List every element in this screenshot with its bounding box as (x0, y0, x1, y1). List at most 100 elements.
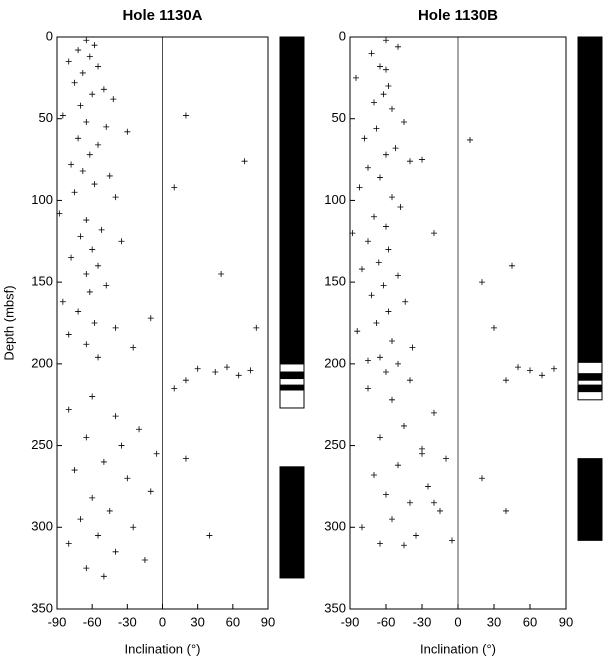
data-point (383, 151, 389, 158)
data-point (130, 524, 137, 531)
x-tick-label: -30 (413, 614, 432, 629)
data-point (86, 288, 93, 295)
data-point (83, 341, 90, 348)
data-point (353, 74, 359, 81)
data-point (515, 364, 521, 371)
data-point (103, 123, 110, 130)
x-tick-label: -30 (118, 614, 137, 629)
y-tick-label: 50 (332, 110, 346, 125)
data-point (409, 344, 416, 351)
data-point (182, 112, 189, 119)
x-tick-label: 90 (261, 614, 275, 629)
data-point (365, 385, 371, 392)
data-point (368, 50, 375, 57)
data-point (223, 364, 230, 371)
y-tick-label: 100 (324, 192, 346, 207)
data-point (75, 135, 82, 142)
x-axis-label: Inclination (°) (124, 641, 200, 656)
data-point (503, 377, 509, 384)
data-point (112, 413, 119, 420)
data-point (365, 357, 371, 364)
data-point (375, 259, 382, 266)
data-point (95, 63, 102, 70)
data-point (83, 270, 90, 277)
y-tick-label: 300 (324, 519, 346, 534)
polarity-normal (577, 458, 603, 541)
data-point (371, 471, 377, 478)
data-point (124, 128, 131, 135)
data-point (395, 43, 401, 50)
data-point (89, 393, 96, 400)
polarity-normal (279, 371, 305, 380)
data-point (100, 86, 107, 93)
data-point (56, 210, 63, 217)
data-point (95, 262, 102, 269)
data-point (86, 53, 93, 60)
panel-title: Hole 1130B (418, 7, 498, 24)
data-point (385, 308, 392, 315)
data-point (147, 488, 154, 495)
data-point (83, 434, 90, 441)
data-point (383, 37, 389, 44)
polarity-normal (577, 36, 603, 363)
polarity-reversed (577, 361, 603, 401)
data-point (377, 63, 383, 70)
data-point (65, 58, 72, 65)
data-point (551, 365, 557, 372)
data-point (79, 69, 86, 76)
data-point (147, 315, 154, 322)
x-tick-label: 60 (226, 614, 240, 629)
data-point (385, 83, 392, 90)
data-point (100, 573, 107, 580)
data-point (349, 230, 356, 237)
data-point (431, 230, 437, 237)
data-point (431, 409, 437, 416)
data-point (89, 494, 96, 501)
data-point (71, 79, 78, 86)
data-point (407, 499, 413, 506)
y-tick-label: 350 (324, 600, 346, 615)
data-point (389, 337, 395, 344)
y-tick-label: 350 (31, 600, 53, 615)
y-tick-label: 150 (324, 274, 346, 289)
data-point (383, 223, 389, 230)
y-tick-label: 200 (31, 355, 53, 370)
data-point (171, 184, 178, 191)
data-point (380, 91, 387, 98)
data-point (106, 507, 113, 514)
data-point (106, 172, 113, 179)
data-point (385, 246, 392, 253)
data-point (112, 194, 119, 201)
x-tick-label: 90 (559, 614, 573, 629)
y-tick-label: 200 (324, 355, 346, 370)
data-point (407, 158, 413, 165)
panel-title: Hole 1130A (122, 7, 202, 24)
data-point (153, 450, 160, 457)
data-point (383, 369, 389, 376)
data-point (83, 118, 90, 125)
x-tick-label: 30 (190, 614, 204, 629)
data-point (377, 540, 383, 547)
x-tick-label: 0 (454, 614, 461, 629)
data-point (359, 524, 365, 531)
data-point (389, 194, 395, 201)
y-tick-label: 150 (31, 274, 53, 289)
data-point (130, 344, 137, 351)
data-point (95, 532, 102, 539)
data-point (171, 385, 178, 392)
y-tick-label: 0 (46, 28, 53, 43)
data-point (371, 99, 377, 106)
data-point (253, 324, 260, 331)
data-point (235, 372, 242, 379)
data-point (380, 282, 387, 289)
data-point (83, 37, 90, 44)
data-point (361, 135, 368, 142)
data-point (65, 540, 72, 547)
data-point (77, 102, 84, 109)
data-point (75, 308, 82, 315)
data-point (118, 238, 125, 245)
data-point (359, 266, 365, 273)
data-point (377, 174, 383, 181)
data-point (110, 96, 117, 103)
